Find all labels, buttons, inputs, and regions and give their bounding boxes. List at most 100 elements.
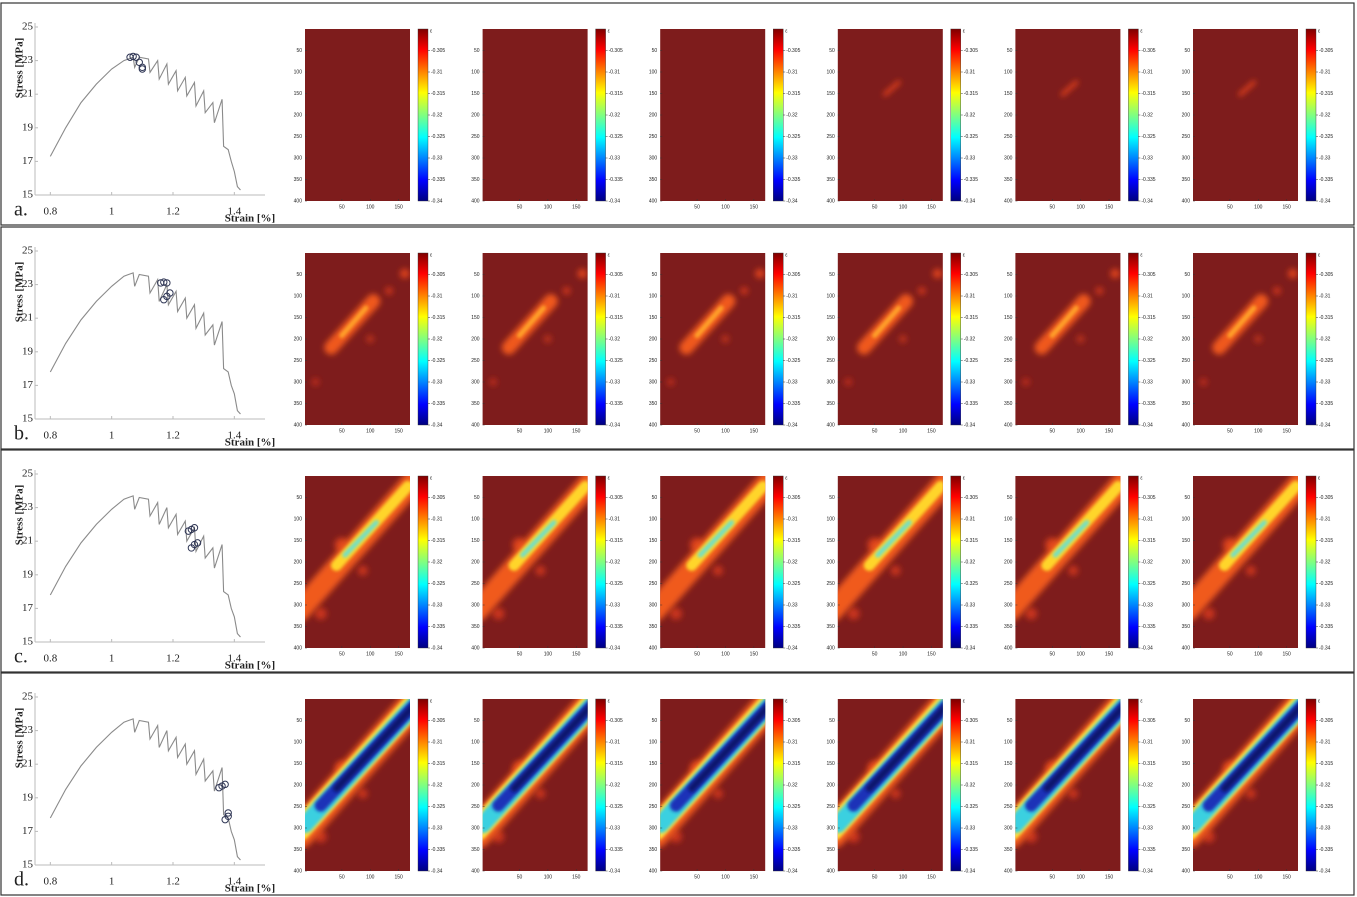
strain-map: 50 100 150 200 250 300 350 400 50 100 150 ε -0.305 -0… <box>294 28 446 210</box>
colorbar-tick-label: -0.335 <box>964 624 978 630</box>
colorbar-tick-label: -0.335 <box>1141 624 1155 630</box>
map-y-tick-label: 400 <box>1182 868 1191 874</box>
strain-map: 50 100 150 200 250 300 350 400 50 100 150 ε -0.305 -0… <box>1182 698 1334 880</box>
map-y-tick-label: 200 <box>826 112 835 118</box>
colorbar-tick-label: -0.325 <box>609 804 623 810</box>
colorbar-tick-label: -0.305 <box>1319 718 1333 724</box>
map-y-tick-label: 100 <box>1004 293 1013 299</box>
map-y-tick-label: 150 <box>826 315 835 321</box>
colorbar-title: ε <box>608 28 611 34</box>
map-y-tick-label: 150 <box>294 761 303 767</box>
map-y-tick-label: 350 <box>1182 401 1191 407</box>
map-x-tick-label: 100 <box>1254 428 1263 434</box>
colorbar <box>417 252 429 426</box>
colorbar-title: ε <box>1140 28 1143 34</box>
y-tick-label: 17 <box>22 379 34 391</box>
strain-map: 50 100 150 200 250 300 350 400 50 100 150 ε -0.305 -0… <box>294 698 446 880</box>
colorbar-tick-label: -0.325 <box>609 134 623 140</box>
map-y-tick-label: 350 <box>826 624 835 630</box>
map-y-tick-label: 100 <box>294 69 303 75</box>
map-y-tick-label: 300 <box>1182 602 1191 608</box>
colorbar <box>773 698 784 872</box>
strain-spot <box>492 607 505 620</box>
colorbar <box>1305 252 1317 426</box>
colorbar-title: ε <box>430 475 433 481</box>
map-y-tick-label: 300 <box>1004 379 1013 385</box>
map-y-tick-label: 300 <box>826 825 835 831</box>
colorbar-tick-label: -0.34 <box>431 198 443 204</box>
colorbar-tick-label: -0.335 <box>431 401 445 407</box>
colorbar-tick-label: -0.305 <box>1141 48 1155 54</box>
colorbar-tick-label: -0.315 <box>964 91 978 97</box>
map-x-tick-label: 150 <box>394 428 403 434</box>
map-x-tick-label: 50 <box>517 874 523 880</box>
strain-spot <box>932 268 943 279</box>
map-y-tick-label: 200 <box>294 559 303 565</box>
colorbar-title: ε <box>785 475 788 481</box>
map-field <box>837 476 943 620</box>
strain-map: 50 100 150 200 250 300 350 400 50 100 150 ε -0.305 -0… <box>649 28 801 210</box>
colorbar-tick-label: -0.32 <box>609 336 621 342</box>
colorbar-tick-label: -0.325 <box>786 358 800 364</box>
colorbar <box>950 252 961 426</box>
colorbar-tick-label: -0.325 <box>786 581 800 587</box>
strain-spot <box>562 286 571 295</box>
colorbar-tick-label: -0.33 <box>1319 825 1331 831</box>
colorbar-tick-label: -0.34 <box>431 422 443 428</box>
colorbar-tick-label: -0.325 <box>964 134 978 140</box>
colorbar <box>595 475 606 649</box>
colorbar-tick-label: -0.305 <box>786 495 800 501</box>
marker <box>190 524 199 532</box>
colorbar-tick-label: -0.33 <box>609 602 621 608</box>
map-y-tick-label: 200 <box>1004 336 1013 342</box>
colorbar-tick-label: -0.32 <box>1141 112 1153 118</box>
map-y-tick-label: 300 <box>826 155 835 161</box>
colorbar-tick-label: -0.31 <box>431 739 443 745</box>
strain-spot <box>489 378 498 386</box>
map-y-tick-label: 100 <box>649 516 658 522</box>
colorbar-tick-label: -0.32 <box>1141 336 1153 342</box>
map-y-tick-label: 50 <box>829 495 835 501</box>
map-y-tick-label: 250 <box>826 581 835 587</box>
map-y-tick-label: 200 <box>471 782 480 788</box>
colorbar-tick-label: -0.31 <box>609 739 621 745</box>
map-y-tick-label: 250 <box>1004 134 1013 140</box>
map-y-tick-label: 300 <box>294 155 303 161</box>
map-y-tick-label: 350 <box>649 624 658 630</box>
map-x-tick-label: 100 <box>366 428 375 434</box>
map-background <box>1193 253 1298 425</box>
colorbar-tick-label: -0.305 <box>609 272 623 278</box>
map-y-tick-label: 300 <box>471 379 480 385</box>
map-field <box>844 268 943 386</box>
strain-map: 50 100 150 200 250 300 350 400 50 100 150 ε -0.305 -0… <box>826 28 978 210</box>
y-axis-label: Stress [MPa] <box>14 262 26 323</box>
stress-strain-curve <box>49 718 241 861</box>
colorbar-tick-label: -0.325 <box>1319 358 1333 364</box>
map-x-tick-label: 50 <box>1227 874 1233 880</box>
x-tick-label: 1.4 <box>227 876 241 888</box>
map-background <box>305 29 410 201</box>
y-tick-label: 25 <box>22 21 34 33</box>
colorbar-tick-label: -0.31 <box>431 293 443 299</box>
strain-map: 50 100 150 200 250 300 350 400 50 100 150 ε -0.305 -0… <box>649 475 801 657</box>
map-x-tick-label: 100 <box>1254 874 1263 880</box>
map-y-tick-label: 250 <box>826 134 835 140</box>
map-field <box>1199 268 1298 386</box>
map-y-tick-label: 50 <box>1184 48 1190 54</box>
colorbar-tick-label: -0.33 <box>1319 155 1331 161</box>
strain-band <box>1043 704 1121 792</box>
map-y-tick-label: 400 <box>294 422 303 428</box>
strain-spot <box>1068 565 1079 576</box>
map-x-tick-label: 50 <box>872 651 878 657</box>
map-x-tick-label: 150 <box>394 204 403 210</box>
colorbar-tick-label: -0.31 <box>1141 739 1153 745</box>
map-y-tick-label: 50 <box>474 718 480 724</box>
colorbar-tick-label: -0.32 <box>431 782 443 788</box>
map-x-tick-label: 150 <box>394 874 403 880</box>
colorbar-title: ε <box>608 252 611 258</box>
strain-spot <box>669 607 682 620</box>
x-axis-label: Strain [%] <box>225 213 275 225</box>
y-tick-label: 23 <box>22 54 34 66</box>
colorbar-tick-label: -0.335 <box>1141 177 1155 183</box>
